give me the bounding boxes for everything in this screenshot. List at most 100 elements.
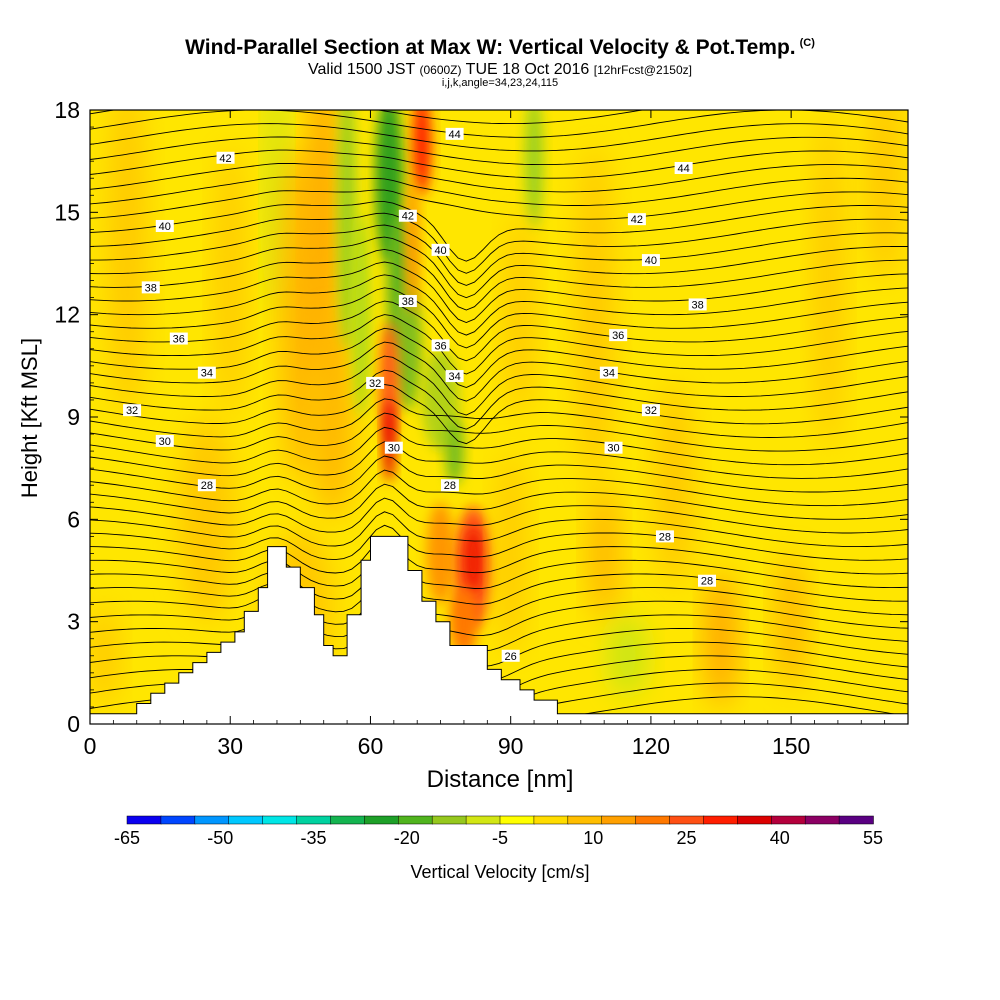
contour-label-text: 36 <box>434 340 446 352</box>
velocity-shade <box>267 110 287 315</box>
theta-contour-line <box>90 274 908 336</box>
velocity-shade <box>608 614 647 697</box>
velocity-shade <box>814 110 843 452</box>
colorbar-swatch <box>364 815 400 825</box>
theta-contour-line <box>90 455 908 493</box>
contour-label: 30 <box>155 434 174 448</box>
velocity-shade <box>383 399 396 482</box>
title-suffix: (C) <box>799 37 815 49</box>
contour-label-text: 42 <box>219 153 231 165</box>
theta-contours <box>90 110 908 724</box>
contour-label: 38 <box>398 295 417 308</box>
colorbar-tick-label: 25 <box>676 828 696 848</box>
velocity-shade <box>576 144 614 486</box>
terrain <box>89 535 909 725</box>
theta-contour-line <box>90 327 908 388</box>
contour-label: 26 <box>501 649 520 663</box>
contour-labels: 26 28 28 28 28 30 30 30 32 32 32 34 34 34 36 36 36 38 38 38… <box>123 127 717 663</box>
colorbar-tick-label: -50 <box>207 828 233 848</box>
theta-contour-line <box>90 497 908 534</box>
colorbar-swatch <box>737 815 773 825</box>
theta-contour-line <box>90 524 908 561</box>
x-tick-label: 120 <box>632 733 670 759</box>
contour-label-text: 42 <box>402 211 414 223</box>
contour-label-text: 44 <box>448 129 460 141</box>
colorbar-swatch <box>465 815 501 825</box>
contour-label: 38 <box>141 281 160 294</box>
velocity-shade <box>655 382 693 588</box>
theta-contour-line <box>90 236 908 299</box>
theta-contour-line <box>90 287 908 349</box>
colorbar-tick-label: -35 <box>300 828 326 848</box>
theta-contour-line <box>90 341 908 402</box>
chart-subtitle: Valid 1500 JST (0600Z) TUE 18 Oct 2016 [… <box>0 61 1000 79</box>
velocity-shade <box>90 604 119 707</box>
theta-contour-line <box>90 248 908 311</box>
chart-title: Wind-Parallel Section at Max W: Vertical… <box>185 36 815 59</box>
x-tick-label: 90 <box>498 733 524 759</box>
y-tick-label: 12 <box>54 302 80 328</box>
contour-label: 36 <box>169 332 188 346</box>
velocity-shade <box>496 451 525 656</box>
subtitle-date: TUE 18 Oct 2016 <box>465 61 590 78</box>
colorbar-swatch <box>669 815 705 825</box>
contour-label: 30 <box>604 441 623 455</box>
theta-contour-line <box>90 441 908 479</box>
contour-label-text: 28 <box>201 480 213 492</box>
velocity-shade <box>449 587 478 656</box>
theta-contour-line <box>90 224 908 286</box>
contour-label-text: 34 <box>201 368 213 380</box>
contour-label: 36 <box>609 329 628 342</box>
colorbar-swatch <box>126 815 162 825</box>
velocity-shade <box>216 144 245 418</box>
contour-label: 34 <box>599 366 618 380</box>
y-axis-label: Height [Kft MSL] <box>17 337 42 499</box>
theta-contour-line <box>90 162 908 193</box>
contour-label: 34 <box>445 370 464 383</box>
colorbar-swatch <box>431 815 467 825</box>
colorbar-swatch <box>771 815 806 825</box>
theta-contour-line <box>90 426 908 466</box>
y-tick-label: 18 <box>54 97 80 123</box>
theta-contour-line <box>90 613 908 667</box>
theta-contour-line <box>90 314 908 375</box>
x-tick-label: 0 <box>84 733 97 759</box>
contour-label-text: 36 <box>173 334 185 346</box>
velocity-shade <box>777 553 806 690</box>
contour-label: 44 <box>445 127 464 141</box>
theta-contour-line <box>90 551 908 589</box>
velocity-shade <box>412 110 432 196</box>
velocity-shade <box>524 110 544 230</box>
velocity-shade <box>865 110 904 281</box>
colorbar-swatch <box>838 815 874 825</box>
y-tick-label: 9 <box>67 404 80 430</box>
velocity-shade <box>108 110 147 417</box>
contour-label-text: 30 <box>607 443 619 455</box>
chart-subtitle-indices: i,j,k,angle=34,23,24,115 <box>441 77 559 89</box>
colorbar-swatch <box>703 815 739 825</box>
contour-label: 34 <box>197 366 216 380</box>
contour-label: 42 <box>216 151 235 165</box>
velocity-shade <box>393 287 422 411</box>
colorbar-swatch <box>601 815 637 825</box>
contour-label: 40 <box>641 254 660 267</box>
theta-contour-line <box>90 589 908 637</box>
theta-contour-line <box>90 212 908 274</box>
theta-contour-line <box>90 110 908 125</box>
theta-contour-line <box>90 261 908 323</box>
contour-label-text: 32 <box>369 378 381 390</box>
velocity-shade <box>178 416 235 622</box>
contour-label-text: 40 <box>645 255 657 267</box>
contour-label-text: 44 <box>678 163 690 175</box>
contour-label-text: 38 <box>692 299 704 311</box>
contour-label-text: 28 <box>701 576 713 588</box>
colorbar-swatch <box>804 815 840 825</box>
theta-contour-line <box>90 369 908 430</box>
x-tick-label: 30 <box>217 733 243 759</box>
contour-label: 42 <box>398 209 417 223</box>
theta-contour-line <box>90 123 908 152</box>
contour-label-text: 38 <box>402 296 414 308</box>
colorbar-tick-label: 10 <box>583 828 603 848</box>
